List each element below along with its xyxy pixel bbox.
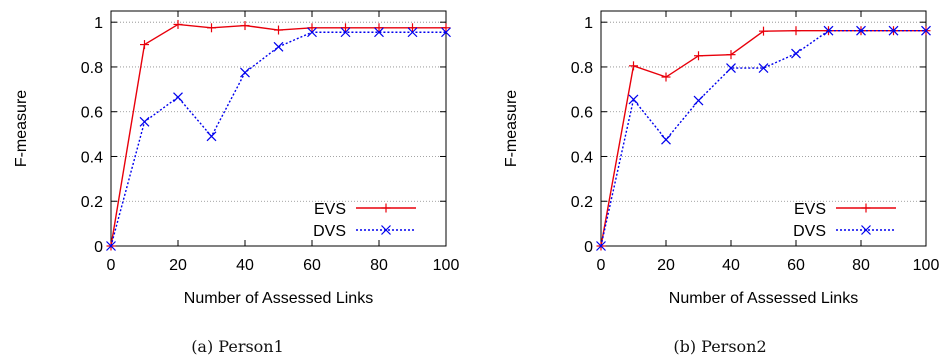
- c0-series-dvs: [106, 27, 451, 251]
- chart-panel-person1: 0 0.2 0.4 0.6 0.8 1 0 20 40 60 80 100 Number of Asse…: [13, 10, 460, 356]
- c0-point-dvs: [206, 131, 217, 142]
- c0-yaxis-label: F-measure: [13, 90, 30, 167]
- c1-legend-label-evs: EVS: [794, 201, 826, 218]
- c0-point-dvs: [139, 116, 150, 127]
- caption-person1: (a) Person1: [191, 337, 284, 356]
- c0-xaxis-label: Number of Assessed Links: [184, 290, 373, 307]
- c1-legend-marker-dvs: [861, 225, 871, 235]
- c1-ytick-label: 0.8: [571, 60, 593, 77]
- c0-ytick-label: 0.8: [81, 60, 103, 77]
- c0-point-dvs: [307, 27, 317, 38]
- caption-person2: (b) Person2: [673, 337, 767, 356]
- c1-point-dvs: [661, 134, 671, 145]
- c1-point-dvs: [758, 63, 769, 73]
- c0-legend-marker-dvs: [381, 225, 391, 235]
- c0-series-evs: [106, 19, 451, 251]
- c1-point-dvs: [693, 95, 704, 106]
- c1-point-dvs: [596, 241, 606, 251]
- c0-point-dvs: [407, 27, 418, 38]
- chart-panel-person2: 0 0.2 0.4 0.6 0.8 1 0 20 40 60 80 100 Number of Asse…: [490, 0, 950, 363]
- c1-point-dvs: [628, 94, 639, 105]
- c1-point-dvs: [726, 63, 736, 73]
- c0-ytick-label: 0.4: [81, 149, 103, 166]
- c1-ytick-label: 0.6: [571, 105, 593, 122]
- c0-line-dvs: [110, 31, 446, 247]
- c0-point-dvs: [173, 92, 183, 103]
- c1-point-dvs: [888, 25, 899, 36]
- c1-xtick-label: 60: [787, 257, 805, 274]
- c1-yaxis-label: F-measure: [503, 90, 520, 167]
- c0-ytick-label: 1: [94, 15, 103, 32]
- chart-person2: 0 0.2 0.4 0.6 0.8 1 0 20 40 60 80 100 Number of Asse…: [503, 10, 940, 307]
- c0-point-dvs: [441, 27, 451, 38]
- c1-point-dvs: [921, 25, 931, 36]
- c0-point-dvs: [340, 27, 351, 38]
- c0-xtick-label: 80: [370, 257, 388, 274]
- c1-point-dvs: [791, 48, 801, 59]
- c1-xtick-label: 0: [597, 257, 606, 274]
- c0-point-dvs: [240, 67, 250, 78]
- c1-line-evs: [600, 29, 926, 247]
- c0-ytick-label: 0.6: [81, 105, 103, 122]
- c1-xaxis-label: Number of Assessed Links: [669, 290, 858, 307]
- c0-ytick-label: 0.2: [81, 194, 103, 211]
- c0-xtick-label: 60: [303, 257, 321, 274]
- c0-plot-frame: [110, 10, 447, 247]
- c1-xtick-label: 100: [913, 257, 940, 274]
- c0-legend-label-dvs: DVS: [313, 223, 346, 240]
- c0-point-dvs: [374, 27, 384, 38]
- chart-person1: 0 0.2 0.4 0.6 0.8 1 0 20 40 60 80 100 Number of Asse…: [13, 10, 460, 307]
- c0-legend-label-evs: EVS: [314, 201, 346, 218]
- c0-xtick-label: 100: [433, 257, 460, 274]
- c0-point-dvs: [106, 241, 116, 251]
- c0-point-dvs: [273, 41, 284, 52]
- c1-series-evs: [596, 26, 931, 251]
- c1-plot-frame: [600, 10, 927, 247]
- c0-xtick-label: 0: [107, 257, 116, 274]
- c1-ytick-label: 1: [584, 15, 593, 32]
- c1-xtick-label: 40: [722, 257, 740, 274]
- c1-series-dvs: [596, 25, 931, 251]
- c1-ytick-label: 0.4: [571, 149, 593, 166]
- c1-xtick-label: 80: [852, 257, 870, 274]
- c1-ytick-label: 0: [584, 239, 593, 256]
- c1-line-dvs: [600, 29, 926, 247]
- c1-xtick-label: 20: [657, 257, 675, 274]
- c1-point-dvs: [856, 25, 866, 36]
- c0-xtick-label: 20: [169, 257, 187, 274]
- c1-legend-label-dvs: DVS: [793, 223, 826, 240]
- c0-xtick-label: 40: [236, 257, 254, 274]
- c0-ytick-label: 0: [94, 239, 103, 256]
- c0-line-evs: [110, 23, 446, 247]
- c1-ytick-label: 0.2: [571, 194, 593, 211]
- c1-point-dvs: [823, 25, 834, 36]
